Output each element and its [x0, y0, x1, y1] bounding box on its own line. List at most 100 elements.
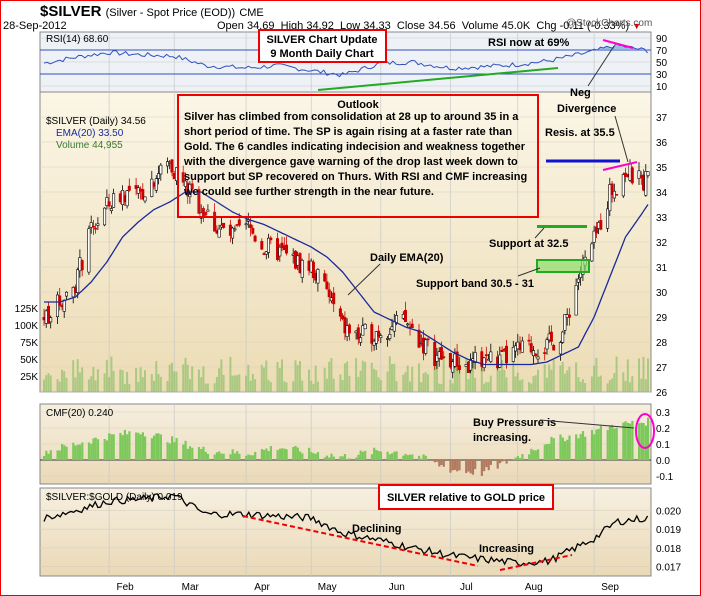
- cmf-bar: [608, 425, 611, 460]
- cmf-bar: [516, 456, 519, 460]
- candle-body: [197, 189, 201, 214]
- cmf-bar: [47, 453, 50, 460]
- volume-bar: [640, 378, 643, 392]
- volume-bar: [310, 380, 313, 392]
- volume-bar: [135, 368, 138, 392]
- candle-body: [94, 227, 98, 230]
- volume-bar: [316, 381, 319, 392]
- cmf-bar: [251, 455, 254, 460]
- volume-bar: [411, 366, 414, 392]
- candle-body: [534, 353, 538, 357]
- volume-bar: [516, 372, 519, 392]
- volume-bar: [433, 361, 436, 392]
- cmf-bar: [96, 439, 100, 460]
- cmf-bar: [505, 460, 508, 464]
- declining-trend-line: [242, 515, 479, 567]
- cmf-bar: [379, 451, 382, 460]
- volume-bar: [611, 378, 614, 392]
- cmf-bar: [328, 457, 331, 460]
- cmf-bar: [144, 436, 147, 460]
- volume-bar: [501, 360, 504, 392]
- volume-bar: [615, 356, 618, 392]
- volume-bar: [112, 371, 115, 392]
- buy-pressure-circle: [635, 413, 655, 449]
- cmf-bar: [188, 446, 192, 460]
- cmf-bar: [647, 417, 650, 460]
- candle-body: [406, 323, 410, 326]
- candle-body: [249, 224, 253, 229]
- month-tick-label: Aug: [525, 582, 543, 593]
- cmf-bar: [139, 434, 142, 460]
- cmf-bar: [548, 443, 551, 460]
- candle-body: [536, 356, 540, 360]
- volume-bar: [519, 380, 521, 392]
- candle-body: [80, 260, 84, 271]
- volume-tick-label: 75K: [20, 338, 38, 349]
- cmf-bar: [424, 455, 427, 460]
- rsi-note: RSI now at 69%: [488, 37, 570, 49]
- cmf-bar: [260, 449, 263, 460]
- title-box: [258, 29, 387, 63]
- volume-bar: [47, 373, 50, 392]
- relative-gold-label: SILVER relative to GOLD price: [387, 492, 545, 504]
- cmf-bar: [456, 460, 459, 472]
- cmf-bar: [543, 444, 546, 460]
- cmf-bar: [386, 451, 389, 460]
- candle-body: [46, 305, 50, 324]
- candle-body: [644, 171, 648, 196]
- price-tick-label: 32: [656, 238, 668, 249]
- cmf-bar: [233, 453, 237, 460]
- price-tick-label: 34: [656, 188, 668, 199]
- volume-bar: [325, 378, 328, 392]
- cmf-bar: [420, 458, 423, 460]
- volume-bar: [144, 370, 146, 392]
- cmf-bar: [584, 436, 587, 460]
- candle-body: [233, 228, 237, 231]
- volume-bar: [348, 375, 351, 392]
- volume-bar: [139, 367, 142, 392]
- month-tick-label: Apr: [254, 582, 270, 593]
- candle-body: [543, 352, 547, 355]
- volume-bar: [548, 364, 551, 392]
- candle-body: [531, 350, 535, 357]
- volume-bar: [496, 361, 499, 392]
- volume-bar: [96, 369, 99, 392]
- cmf-bar: [489, 460, 492, 465]
- title-line1: SILVER Chart Update: [266, 34, 377, 46]
- volume-bar: [233, 375, 236, 392]
- volume-bar: [249, 380, 252, 392]
- volume-bar: [157, 374, 160, 392]
- volume-bar: [563, 373, 566, 392]
- volume-bar: [175, 371, 178, 392]
- candle-body: [558, 342, 562, 355]
- price-tick-label: 27: [656, 363, 668, 374]
- candle-body: [561, 331, 565, 343]
- volume-tick-label: 100K: [15, 321, 39, 332]
- candle-body: [439, 347, 443, 360]
- volume-value: 45.0K: [501, 20, 531, 32]
- cmf-bar: [422, 454, 425, 460]
- candle-body: [359, 337, 363, 343]
- cmf-bar: [339, 456, 342, 460]
- candle-body: [473, 352, 477, 363]
- volume-bar: [568, 366, 571, 392]
- support-band-label: Support band 30.5 - 31: [416, 278, 534, 290]
- rsi-tick-label: 30: [656, 70, 668, 81]
- volume-bar: [294, 360, 297, 392]
- candle-body: [599, 220, 603, 230]
- cmf-bar: [411, 454, 414, 460]
- daily-ema-pointer: [347, 263, 381, 296]
- candle-body: [323, 273, 327, 282]
- cmf-bar: [341, 456, 344, 460]
- volume-tick-label: 25K: [20, 372, 38, 383]
- ratio-tick-label: 0.018: [656, 544, 681, 555]
- cmf-bar: [530, 448, 533, 460]
- cmf-bar: [395, 451, 398, 460]
- volume-bar: [458, 357, 461, 392]
- cmf-bar: [593, 434, 596, 460]
- volume-bar: [626, 359, 629, 392]
- volume-tick-label: 50K: [20, 355, 38, 366]
- volume-bar: [642, 356, 645, 392]
- cmf-bar: [325, 455, 329, 460]
